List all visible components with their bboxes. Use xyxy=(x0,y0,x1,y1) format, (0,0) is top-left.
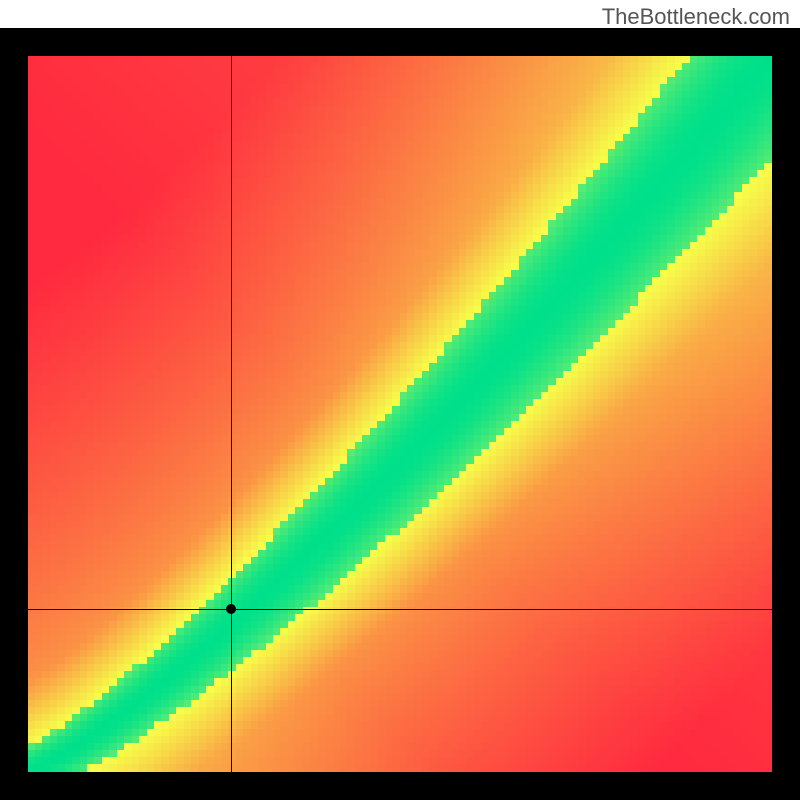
heatmap-canvas xyxy=(28,56,772,772)
crosshair-horizontal xyxy=(28,609,772,610)
heatmap-frame xyxy=(0,28,800,800)
root: TheBottleneck.com xyxy=(0,0,800,800)
crosshair-vertical xyxy=(231,56,232,772)
marker-dot xyxy=(226,604,236,614)
watermark-text: TheBottleneck.com xyxy=(602,4,790,30)
